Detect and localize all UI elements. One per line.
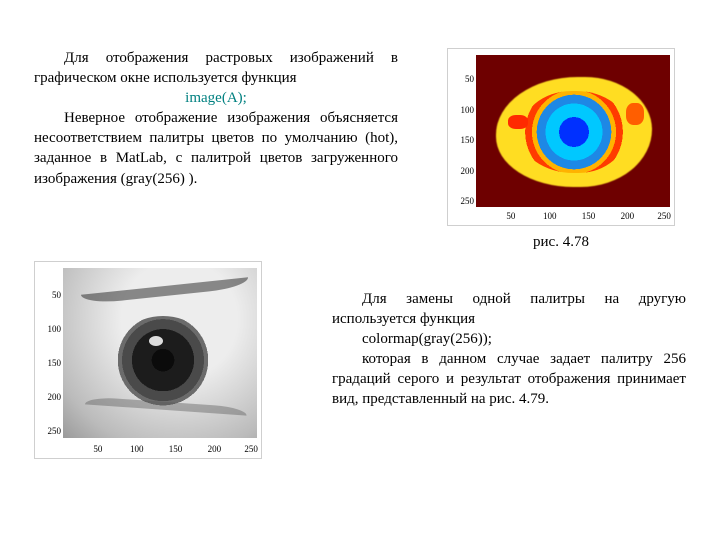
x-tick: 250 — [657, 211, 671, 221]
y-tick: 150 — [48, 358, 62, 368]
figure-gray: 50 100 150 200 250 50 100 150 — [34, 261, 284, 459]
x-tick: 50 — [506, 211, 515, 221]
paragraph-3: Для замены одной палитры на другую испол… — [332, 289, 686, 329]
x-tick: 100 — [543, 211, 557, 221]
x-tick: 200 — [621, 211, 635, 221]
top-row: Для отображения растровых изображений в … — [34, 48, 686, 251]
plot-gray-area — [63, 268, 257, 438]
y-tick: 250 — [48, 426, 62, 436]
figure-hot: 50 100 150 200 250 50 100 150 200 — [436, 48, 686, 251]
x-tick: 150 — [582, 211, 596, 221]
y-axis-ticks: 50 100 150 200 250 — [39, 268, 61, 438]
page: Для отображения растровых изображений в … — [0, 0, 720, 540]
plot-gray: 50 100 150 200 250 50 100 150 — [34, 261, 262, 459]
bottom-text-block: Для замены одной палитры на другую испол… — [332, 289, 686, 410]
figure-hot-caption: рис. 4.78 — [533, 234, 589, 251]
y-tick: 200 — [48, 392, 62, 402]
y-tick: 150 — [461, 135, 475, 145]
x-tick: 250 — [244, 444, 258, 454]
code-image: image(A); — [34, 88, 398, 108]
x-axis-ticks: 50 100 150 200 250 — [476, 211, 670, 223]
y-axis-ticks: 50 100 150 200 250 — [452, 55, 474, 207]
plot-hot: 50 100 150 200 250 50 100 150 200 — [447, 48, 675, 226]
y-tick: 50 — [52, 290, 61, 300]
x-tick: 100 — [130, 444, 144, 454]
code-colormap: colormap(gray(256)); — [332, 329, 686, 349]
paragraph-4-text: которая в данном случае задает палитру 2… — [332, 351, 686, 407]
plot-hot-area — [476, 55, 670, 207]
y-tick: 250 — [461, 196, 475, 206]
paragraph-2-text: Неверное отображение изображения объясня… — [34, 110, 398, 186]
y-tick: 100 — [48, 324, 62, 334]
y-tick: 100 — [461, 105, 475, 115]
paragraph-1: Для отображения растровых изображений в … — [34, 48, 398, 88]
paragraph-4: которая в данном случае задает палитру 2… — [332, 349, 686, 409]
y-tick: 200 — [461, 166, 475, 176]
x-tick: 150 — [169, 444, 183, 454]
paragraph-3-text: Для замены одной палитры на другую испол… — [332, 291, 686, 327]
x-axis-ticks: 50 100 150 200 250 — [63, 444, 257, 456]
y-tick: 50 — [465, 74, 474, 84]
x-tick: 200 — [208, 444, 222, 454]
paragraph-2: Неверное отображение изображения объясня… — [34, 108, 398, 188]
bottom-row: 50 100 150 200 250 50 100 150 — [34, 261, 686, 459]
x-tick: 50 — [93, 444, 102, 454]
paragraph-1-text: Для отображения растровых изображений в … — [34, 50, 398, 86]
top-text-block: Для отображения растровых изображений в … — [34, 48, 398, 189]
